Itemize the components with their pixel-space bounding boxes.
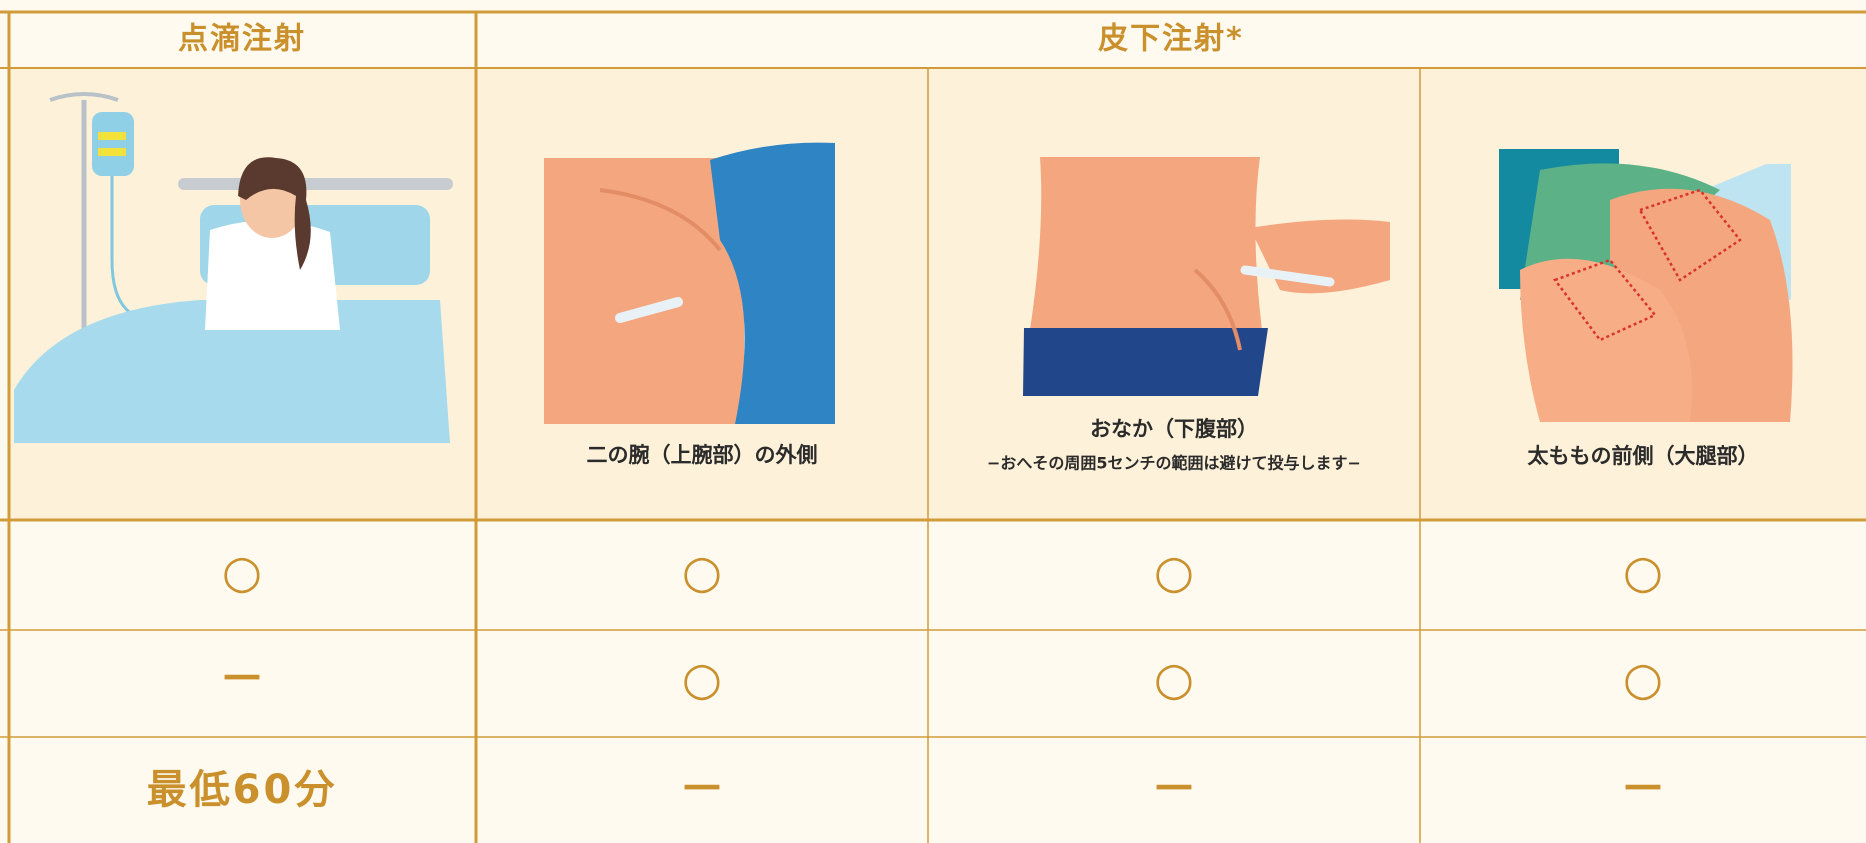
- abdomen-illustration: [1023, 157, 1390, 396]
- syringe: [615, 297, 683, 323]
- hair: [238, 157, 311, 270]
- site-label: 二の腕（上腕部）の外側: [587, 443, 818, 467]
- site-label: 太ももの前側（大腿部）: [1528, 444, 1759, 468]
- thigh-illustration: [1499, 149, 1793, 422]
- pants: [1023, 328, 1268, 396]
- table-cell: ○: [222, 545, 262, 599]
- iv-label: [98, 148, 126, 156]
- table-cell: ○: [1623, 545, 1663, 599]
- table-cell: 最低60分: [147, 767, 338, 813]
- iv-illustration: [14, 92, 453, 443]
- sleeve: [710, 142, 835, 424]
- table-cell: －: [679, 762, 725, 816]
- torso: [1030, 157, 1262, 330]
- site-note: −おへその周囲5センチの範囲は避けて投与します−: [987, 454, 1361, 473]
- arm-skin: [544, 158, 744, 424]
- table-cell: －: [219, 652, 265, 706]
- site-mark: [1638, 188, 1742, 282]
- table-cell: ○: [682, 652, 722, 706]
- table-cell: ○: [1154, 545, 1194, 599]
- hand-outline: [1193, 268, 1242, 351]
- blanket: [14, 300, 450, 443]
- iv-hook: [49, 92, 119, 102]
- table-cell: ○: [682, 545, 722, 599]
- arm-illustration: [544, 142, 835, 424]
- table-grid: [0, 10, 1866, 843]
- syringe: [1240, 265, 1335, 287]
- iv-bag: [92, 112, 134, 176]
- table-cell: ○: [1623, 652, 1663, 706]
- header-cell: 皮下注射*: [1098, 22, 1244, 57]
- iv-label: [98, 132, 126, 140]
- table-cell: －: [1151, 762, 1197, 816]
- thigh-front: [1520, 258, 1692, 422]
- bed-frame: [178, 178, 453, 190]
- site-label: おなか（下腹部）: [1090, 417, 1258, 441]
- table-cell: ○: [1154, 652, 1194, 706]
- hand-outline: [599, 188, 722, 252]
- table-cell: －: [1620, 762, 1666, 816]
- header-cell: 点滴注射: [178, 22, 306, 57]
